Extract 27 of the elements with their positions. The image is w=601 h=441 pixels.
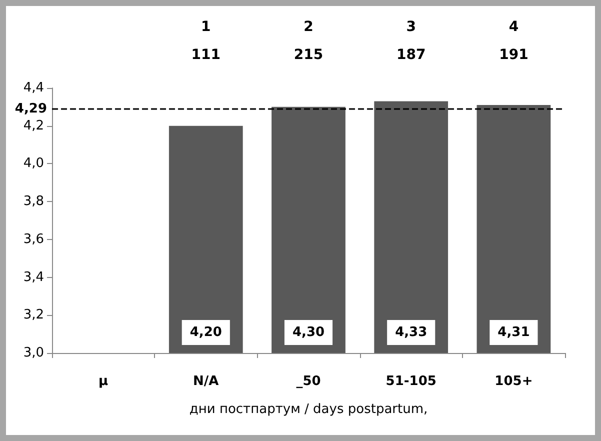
text: 3	[406, 19, 416, 35]
x-axis-title: дни постпартум / days postpartum,	[189, 402, 428, 417]
x-tick-label: N/A	[193, 374, 219, 389]
ref-line-label: 4,29	[14, 101, 47, 116]
data-label: 4,31	[498, 325, 530, 340]
y-tick-label: 4,0	[23, 156, 44, 172]
text: 191	[499, 47, 528, 63]
y-tick-label: 3,2	[23, 308, 44, 323]
text: 2	[304, 19, 314, 35]
y-tick-label: 4,2	[23, 118, 44, 134]
data-label: 4,33	[395, 325, 428, 340]
x-tick-label: _50	[296, 374, 321, 389]
data-label: 4,30	[292, 325, 325, 340]
y-tick-label: 3,6	[23, 232, 44, 247]
text: 4	[508, 19, 519, 35]
x-tick-label: 51-105	[386, 374, 436, 389]
y-tick-label: 3,0	[23, 346, 44, 360]
text: 215	[294, 47, 324, 63]
y-tick-label: 4,4	[23, 80, 44, 96]
text: 111	[191, 47, 221, 63]
y-tick-label: 3,8	[23, 194, 44, 210]
x-tick-label: μ	[98, 374, 109, 389]
y-tick-label: 3,4	[23, 270, 44, 285]
text: 1	[201, 19, 211, 35]
text: 187	[396, 47, 426, 63]
data-label: 4,20	[190, 325, 222, 340]
x-tick-label: 105+	[494, 374, 533, 389]
